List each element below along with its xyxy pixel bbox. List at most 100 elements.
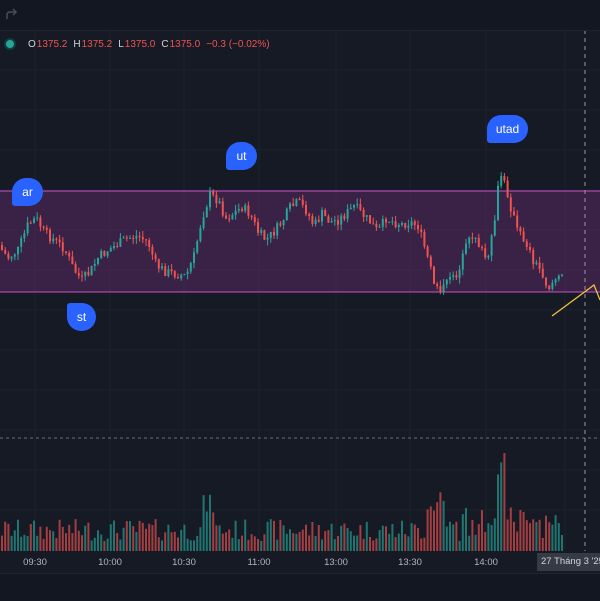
volume-bar: [33, 520, 35, 551]
volume-bar: [535, 522, 538, 551]
candle-body: [167, 269, 170, 276]
candle-body: [477, 237, 480, 248]
volume-bar: [253, 536, 256, 551]
volume-bar: [474, 534, 477, 551]
candle-body: [397, 224, 400, 227]
volume-bar: [10, 535, 13, 551]
candle-body: [77, 272, 80, 276]
candle-body: [465, 243, 467, 254]
top-toolbar: [0, 0, 600, 31]
candle-body: [321, 210, 323, 222]
volume-bar: [385, 526, 387, 551]
candle-body: [212, 191, 215, 195]
st-label[interactable]: st: [67, 303, 96, 331]
volume-bar: [65, 533, 67, 551]
status-dot-icon: [6, 40, 14, 48]
candle-body: [295, 199, 298, 206]
candle-body: [436, 283, 439, 287]
volume-bar: [225, 532, 227, 551]
volume-bar: [481, 510, 483, 551]
candle-body: [49, 229, 51, 242]
volume-bar: [452, 524, 455, 551]
candle-body: [205, 207, 208, 218]
volume-bar: [167, 524, 170, 551]
candle-body: [452, 275, 455, 277]
candle-body: [228, 218, 231, 220]
volume-bar: [151, 525, 154, 551]
volume-bar: [557, 523, 560, 551]
candle-body: [289, 203, 291, 209]
candle-body: [561, 274, 563, 276]
candle-body: [330, 221, 333, 223]
volume-bar: [193, 540, 195, 551]
volume-bar: [321, 539, 323, 551]
candle-body: [487, 255, 490, 258]
volume-bar: [541, 538, 544, 551]
candle-body: [449, 276, 451, 280]
low-value: 1375.0: [124, 38, 156, 50]
volume-bar: [138, 520, 141, 551]
volume-bar: [55, 538, 58, 551]
candle-body: [29, 222, 32, 224]
ut-label[interactable]: ut: [226, 142, 257, 170]
candle-body: [394, 221, 397, 228]
volume-bar: [442, 500, 445, 551]
candle-body: [90, 265, 93, 276]
ar-label-text: ar: [22, 185, 33, 199]
volume-bar: [23, 534, 26, 551]
volume-bar: [349, 531, 352, 551]
candle-body: [100, 251, 103, 258]
volume-bar: [497, 474, 499, 551]
candle-body: [519, 227, 522, 232]
volume-bar: [327, 530, 330, 551]
volume-bar: [317, 525, 320, 551]
volume-bar: [413, 524, 416, 551]
redo-icon[interactable]: [5, 8, 19, 22]
volume-bar: [445, 526, 448, 551]
candle-body: [1, 245, 3, 251]
volume-bar: [180, 529, 183, 551]
candle-body: [145, 239, 147, 241]
volume-bar: [148, 523, 151, 551]
candle-body: [417, 225, 419, 230]
candle-body: [420, 229, 423, 232]
candle-body: [404, 222, 407, 228]
volume-bar: [45, 526, 48, 551]
volume-bar: [410, 523, 413, 551]
candle-body: [257, 222, 259, 233]
candle-body: [471, 237, 474, 239]
volume-bar: [449, 521, 451, 551]
candle-body: [244, 205, 247, 211]
volume-bar: [477, 524, 480, 551]
candle-body: [372, 223, 375, 225]
volume-bar: [4, 521, 7, 551]
volume-bar: [506, 519, 509, 551]
time-axis[interactable]: 09:30 10:00 10:30 11:00 13:00 13:30 14:0…: [0, 551, 600, 573]
volume-bar: [276, 539, 279, 551]
ar-label[interactable]: ar: [12, 178, 43, 206]
volume-bar: [61, 526, 64, 551]
candle-body: [545, 277, 547, 286]
utad-label[interactable]: utad: [487, 115, 528, 143]
candle-body: [186, 271, 189, 274]
volume-bar: [234, 520, 237, 551]
volume-bar: [407, 536, 410, 551]
volume-bar: [209, 494, 211, 551]
candle-body: [356, 204, 359, 206]
candle-body: [33, 218, 35, 224]
candle-body: [509, 197, 512, 212]
time-tick: 10:00: [98, 557, 122, 568]
candle-body: [225, 215, 227, 219]
utad-label-text: utad: [495, 122, 520, 136]
candle-body: [497, 185, 499, 221]
candle-body: [365, 215, 368, 217]
volume-bar: [228, 529, 231, 551]
volume-bar: [471, 519, 474, 551]
candle-body: [234, 210, 237, 216]
volume-bar: [391, 524, 394, 551]
volume-bar: [365, 521, 368, 551]
candle-body: [119, 238, 122, 247]
candle-body: [410, 221, 413, 226]
